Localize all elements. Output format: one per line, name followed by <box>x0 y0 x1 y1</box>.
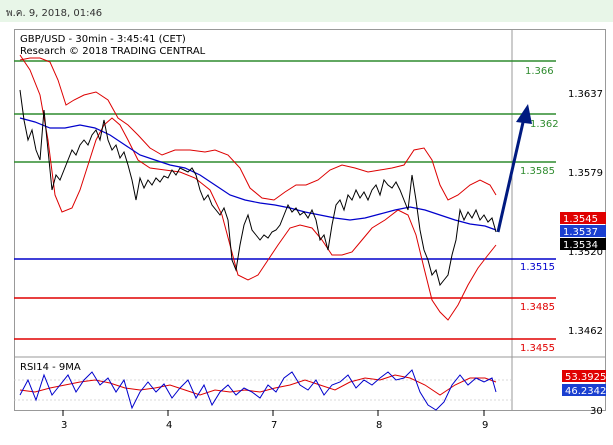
rsi-tag-blue-text: 46.2342 <box>565 386 606 397</box>
resistance-3-label: 1.366 <box>525 66 554 77</box>
x-label-8: 8 <box>376 420 382 431</box>
top-status-bar: พ.ค. 9, 2018, 01:46 <box>0 0 613 22</box>
price-tick-1: 1.3637 <box>568 89 603 100</box>
forecast-arrow-head <box>516 104 532 124</box>
price-tag-blue-text: 1.3537 <box>563 227 598 238</box>
price-tag-red <box>560 212 606 224</box>
price-tag-blue <box>560 225 606 237</box>
x-label-7: 7 <box>271 420 277 431</box>
bollinger-upper <box>19 57 497 201</box>
support-1-label: 1.3485 <box>520 302 555 313</box>
support-2-label: 1.3455 <box>520 343 555 354</box>
x-label-3: 3 <box>61 420 67 431</box>
price-tag-black-text: 1.3534 <box>563 240 598 251</box>
moving-average-line <box>19 117 497 231</box>
rsi-tag-red-text: 53.3925 <box>565 372 606 383</box>
forecast-arrow-shaft <box>496 117 526 233</box>
date-time-label: พ.ค. 9, 2018, 01:46 <box>6 8 103 19</box>
bollinger-lower <box>19 54 497 321</box>
price-tag-black <box>560 238 606 250</box>
resistance-2-label: 1.362 <box>530 119 559 130</box>
resistance-1-label: 1.3585 <box>520 166 555 177</box>
rsi-tag-red <box>562 370 606 382</box>
rsi-tick-30: 30 <box>590 406 603 417</box>
x-label-9: 9 <box>482 420 488 431</box>
price-tick-2: 1.3579 <box>568 168 603 179</box>
price-tick-4: 1.3462 <box>568 326 603 337</box>
pivot-label: 1.3515 <box>520 262 555 273</box>
x-label-4: 4 <box>166 420 172 431</box>
rsi-tag-blue <box>562 384 606 396</box>
chart-copyright: Research © 2018 TRADING CENTRAL <box>20 46 206 57</box>
chart-title: GBP/USD - 30min - 3:45:41 (CET) <box>20 34 186 45</box>
price-tick-3: 1.3520 <box>568 247 603 258</box>
rsi-label: RSI14 - 9MA <box>20 362 81 373</box>
price-series <box>19 89 497 287</box>
price-tag-red-text: 1.3545 <box>563 214 598 225</box>
rsi-ma-line <box>19 374 497 396</box>
rsi-line <box>19 369 497 411</box>
